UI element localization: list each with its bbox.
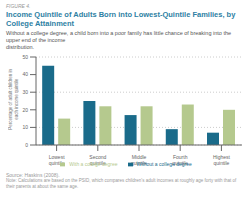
svg-text:Highestquintile: Highestquintile [213, 154, 231, 166]
svg-text:Middlequintile: Middlequintile [131, 154, 147, 166]
svg-text:0: 0 [25, 142, 28, 148]
svg-text:20: 20 [22, 107, 28, 113]
svg-text:10: 10 [22, 124, 28, 130]
svg-text:30: 30 [22, 89, 28, 95]
svg-text:Secondquintile: Secondquintile [89, 154, 106, 166]
svg-text:Fourthquintile: Fourthquintile [172, 154, 188, 166]
svg-text:Lowestquintile: Lowestquintile [49, 154, 65, 166]
svg-text:40: 40 [22, 71, 28, 77]
svg-text:50: 50 [22, 54, 28, 60]
